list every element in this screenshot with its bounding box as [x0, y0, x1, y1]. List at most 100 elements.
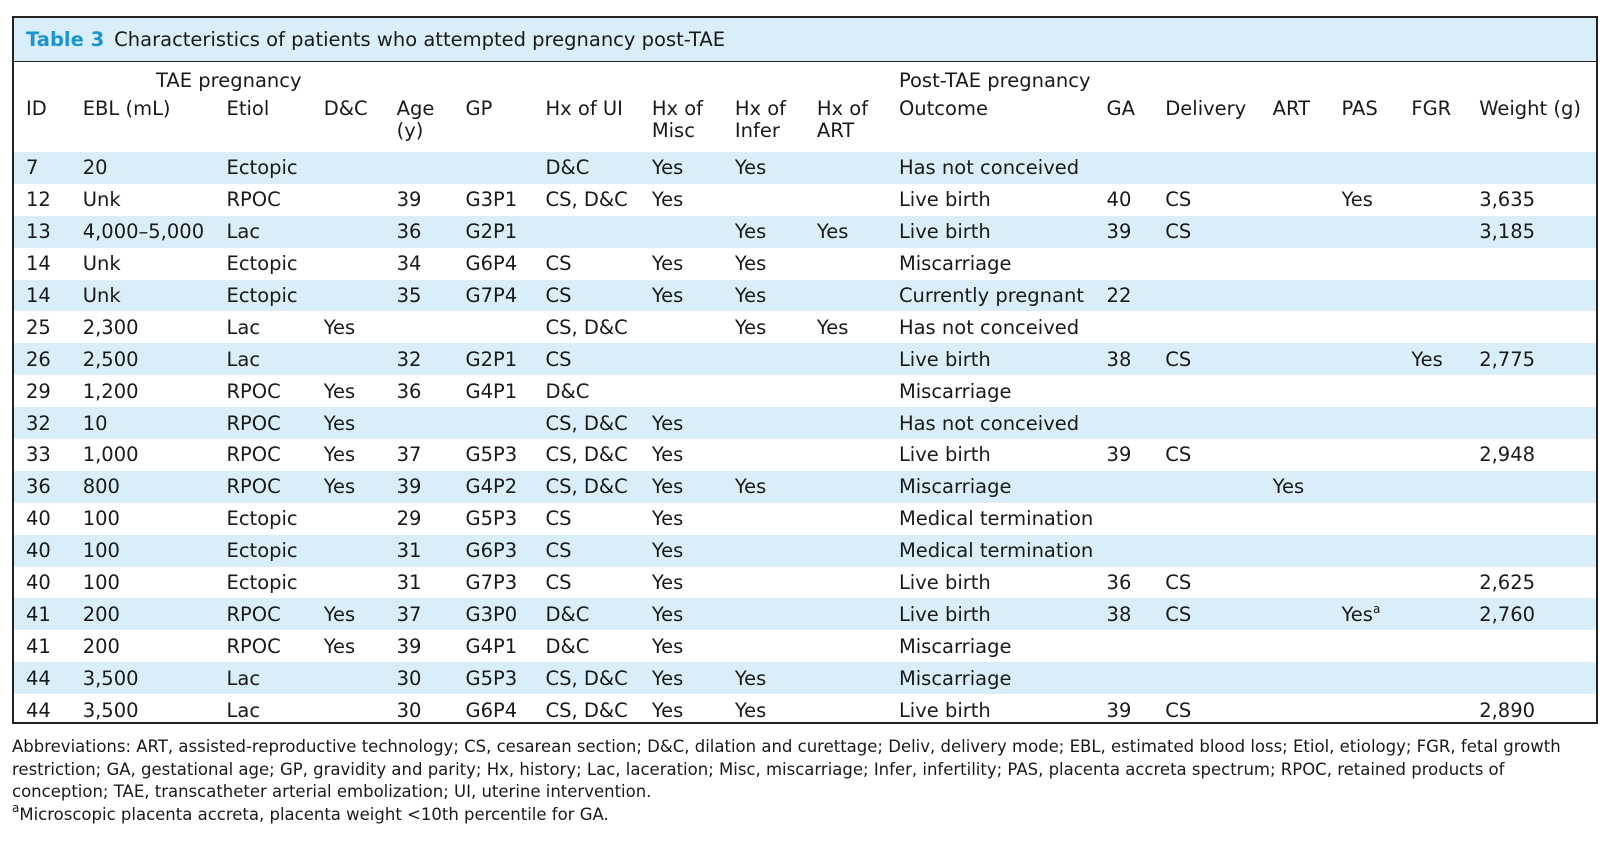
abbreviations-note: Abbreviations: ART, assisted-reproductiv… — [12, 737, 1561, 801]
table-cell — [1153, 630, 1260, 662]
table-cell: Live birth — [898, 188, 991, 212]
table-cell — [1467, 375, 1596, 407]
table-cell — [639, 215, 723, 248]
table-cell: RPOC — [226, 188, 281, 212]
note-text: Microscopic placenta accreta, placenta w… — [19, 804, 609, 824]
table-row: 13 4,000–5,000 Lac 36 G2P1 Yes Yes Live birth 39… — [14, 215, 1596, 248]
table-cell: CS, D&C — [545, 443, 628, 467]
table-row: 14 Unk Ectopic 35 G7P4 CS Yes Yes Currently preg… — [14, 279, 1596, 312]
table-cell: G7P4 — [453, 279, 534, 312]
table-cell: G4P1 — [465, 634, 518, 658]
table-cell: CS, D&C — [545, 315, 628, 339]
column-header: GA — [1106, 97, 1135, 120]
table-cell: Yes — [639, 279, 723, 312]
table-cell — [1095, 311, 1154, 343]
table-cell: 800 — [70, 470, 215, 503]
table-cell — [804, 470, 887, 503]
table-cell: Has not conceived — [886, 152, 1095, 184]
table-cell — [805, 694, 887, 722]
table-cell — [805, 248, 887, 280]
table-cell — [1467, 534, 1596, 567]
table-row: 7 20 Ectopic D&C Yes Yes Has not conceived — [14, 152, 1596, 184]
table-cell: Yes — [734, 252, 767, 276]
table-cell: Yes — [323, 634, 356, 658]
table-cell: Yes — [651, 443, 684, 467]
table-cell — [1467, 152, 1596, 184]
pas-value: Yes — [1341, 602, 1373, 626]
table-cell — [1467, 407, 1596, 440]
table-cell: 34 — [396, 252, 422, 276]
table-cell: 31 — [384, 534, 454, 567]
table-cell: 2,948 — [1479, 443, 1536, 467]
table-cell — [804, 534, 887, 567]
table-cell: G2P1 — [453, 215, 534, 248]
table-cell: CS, D&C — [533, 407, 640, 440]
column-header: Weight (g) — [1479, 97, 1581, 120]
table-cell: 39 — [1094, 215, 1154, 248]
table-cell: CS — [1165, 443, 1192, 467]
table-cell — [1260, 152, 1330, 184]
table-cell: Yes — [311, 407, 385, 440]
table-cell: Yes — [1341, 188, 1373, 212]
table-cell — [1153, 248, 1260, 280]
column-header: ART — [1272, 97, 1311, 120]
table-cell — [453, 311, 533, 343]
table-cell — [1329, 152, 1400, 184]
table-cell — [1467, 630, 1596, 662]
table-cell — [311, 279, 385, 312]
table-cell: 40 — [14, 534, 71, 567]
table-cell — [722, 407, 805, 440]
table-cell — [1261, 567, 1330, 599]
table-cell: Currently pregnant — [886, 279, 1095, 312]
table-cell: G6P4 — [465, 252, 518, 276]
table-cell — [1153, 470, 1261, 503]
table-cell: RPOC — [226, 379, 281, 403]
table-row: 25 2,300 Lac Yes CS, D&C Yes Yes Has not concei… — [14, 311, 1596, 343]
table-cell — [640, 375, 723, 407]
table-cell — [723, 567, 805, 599]
table-cell: 39 — [396, 634, 422, 658]
table-cell — [1399, 598, 1468, 631]
table-cell: CS — [1165, 571, 1192, 595]
table-cell — [1329, 694, 1399, 722]
table-cell — [639, 343, 723, 376]
table-cell: 2,890 — [1479, 698, 1536, 722]
table-cell: Yes — [722, 215, 805, 248]
column-header: FGR — [1411, 97, 1452, 120]
table-cell — [1329, 662, 1400, 695]
table-cell — [804, 598, 887, 631]
table-cell — [1467, 470, 1596, 503]
table-cell — [1467, 662, 1596, 695]
table-cell: CS — [533, 534, 640, 567]
table-cell: 25 — [26, 315, 51, 339]
table-cell — [1329, 630, 1399, 662]
table-cell — [453, 152, 534, 184]
table-cell — [533, 215, 640, 248]
table-cell: Yes — [651, 634, 684, 658]
table-cell: D&C — [533, 152, 640, 184]
table-cell — [312, 248, 385, 280]
table-cell — [311, 152, 385, 184]
table-cell — [1095, 630, 1154, 662]
table-cell: 200 — [70, 598, 215, 631]
table-cell: RPOC — [226, 634, 281, 658]
table-cell — [1153, 503, 1260, 535]
table-cell — [1261, 375, 1330, 407]
table-cell — [1261, 503, 1330, 535]
table-cell: Live birth — [898, 571, 991, 595]
table-cell: G7P3 — [465, 571, 518, 595]
table-cell — [311, 534, 385, 567]
table-row: 40 100 Ectopic 31 G7P3 CS Yes Live birth 36 CS 2,6… — [14, 567, 1596, 599]
table-cell — [805, 503, 887, 535]
table-cell: CS — [1153, 598, 1261, 631]
table-cell: 2,500 — [70, 343, 215, 376]
table-cell: Medical termination — [886, 534, 1095, 567]
table-cell — [804, 279, 887, 312]
table-cell — [1399, 215, 1468, 248]
table-cell: 12 — [26, 188, 51, 212]
group-header-row: TAE pregnancy Post-TAE pregnancy — [14, 62, 1596, 94]
table-cell: Yes — [734, 315, 767, 339]
table-cell — [723, 503, 805, 535]
table-cell: G6P4 — [465, 698, 518, 722]
table-footnotes: Abbreviations: ART, assisted-reproductiv… — [12, 736, 1598, 826]
